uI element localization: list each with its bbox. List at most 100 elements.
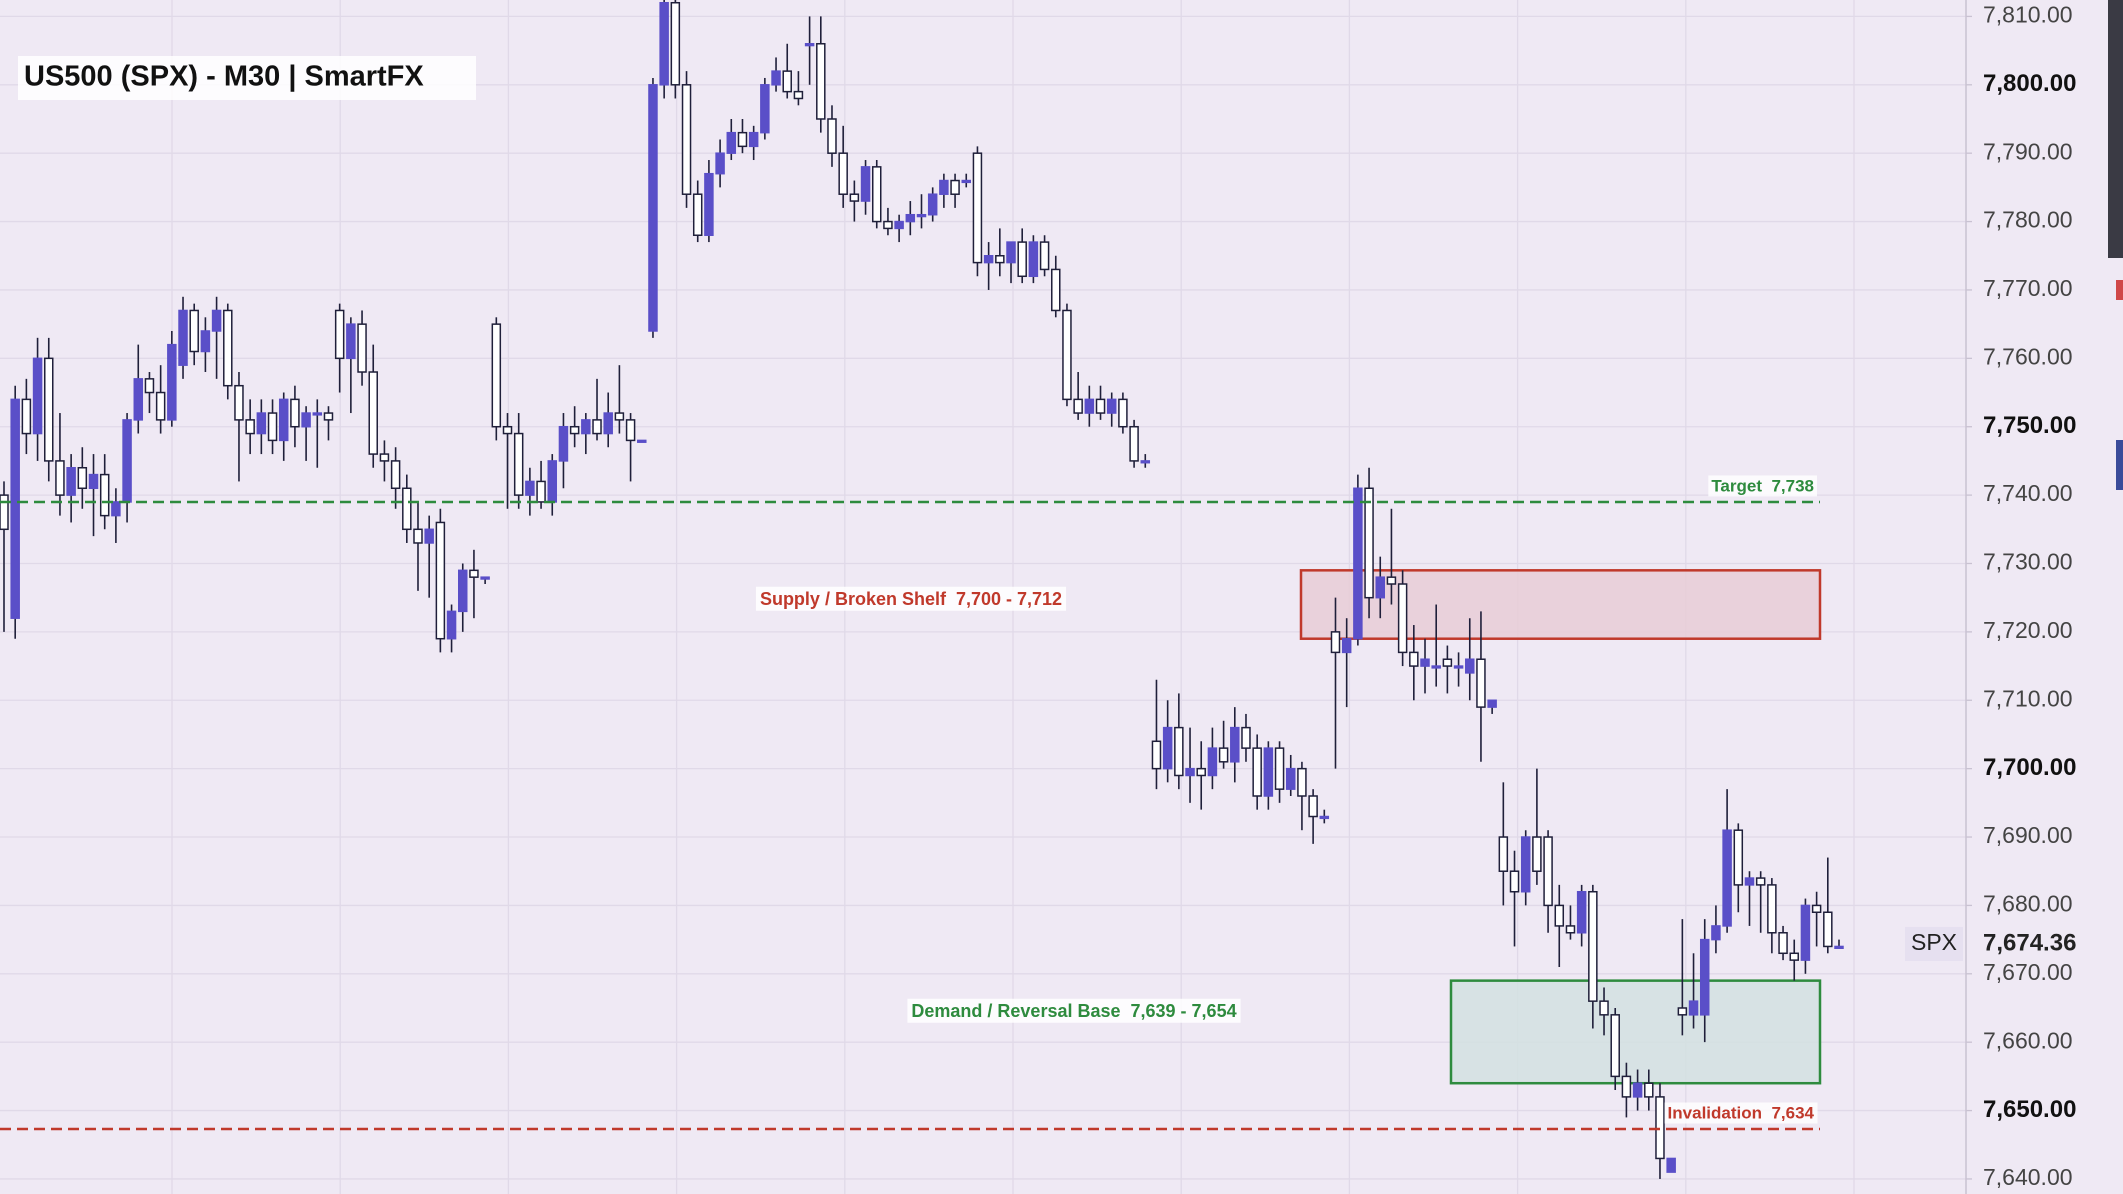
- candle-body: [1274, 747, 1285, 790]
- candle-body: [32, 357, 43, 435]
- candle-body: [1106, 398, 1117, 414]
- y-tick-label: 7,660.00: [1983, 1027, 2073, 1053]
- candle-body: [1285, 767, 1296, 790]
- zone-label-bg: [907, 998, 1241, 1023]
- candle-body: [648, 84, 658, 332]
- candle-body: [189, 309, 199, 353]
- candle-body: [704, 172, 714, 236]
- candle-body: [323, 412, 334, 421]
- candle-body: [167, 343, 177, 421]
- candle-body: [995, 255, 1005, 264]
- candle-body: [99, 473, 110, 517]
- zone: [1449, 979, 1822, 1085]
- candle-body: [726, 131, 737, 154]
- candle-body: [1095, 398, 1106, 414]
- candle-body: [1453, 665, 1464, 669]
- candle-body: [491, 323, 502, 428]
- candle-body: [1811, 904, 1822, 914]
- y-tick-label: 7,750.00: [1983, 412, 2076, 439]
- last-price-label: 7,674.36: [1983, 929, 2076, 956]
- y-tick-label: 7,690.00: [1983, 822, 2073, 848]
- y-tick-label: 7,790.00: [1983, 138, 2073, 164]
- y-tick-label: 7,810.00: [1983, 1, 2073, 27]
- y-tick-label: 7,670.00: [1983, 959, 2073, 985]
- candle-body: [1028, 241, 1039, 278]
- candle-body: [1823, 911, 1833, 948]
- candle-body: [1118, 398, 1128, 428]
- candle-body: [200, 330, 211, 353]
- y-tick-label: 7,680.00: [1983, 890, 2073, 916]
- candle-body: [301, 412, 311, 428]
- candle-body: [1230, 726, 1240, 763]
- candle-body: [55, 460, 65, 496]
- candle-body: [1084, 398, 1095, 414]
- candle-body: [379, 453, 390, 462]
- candle-body: [614, 412, 625, 421]
- candle-body: [748, 131, 759, 148]
- candle-body: [916, 213, 927, 218]
- candle-body: [1386, 576, 1397, 585]
- candle-body: [1789, 952, 1799, 961]
- candle-body: [1722, 829, 1732, 927]
- candle-body: [133, 378, 144, 421]
- candle-body: [144, 378, 155, 394]
- candle-body: [1688, 1000, 1699, 1016]
- candle-body: [961, 179, 972, 184]
- candle-body: [1207, 747, 1218, 777]
- candle-body: [1196, 767, 1206, 777]
- levels: Target 7,738 Invalidation 7,634: [0, 475, 1820, 1131]
- candle-body: [21, 398, 32, 435]
- candle-body: [1162, 726, 1173, 770]
- candle-body: [737, 131, 748, 148]
- candle-body: [77, 467, 88, 490]
- candle-body: [1755, 877, 1766, 886]
- candle-body: [1632, 1082, 1643, 1098]
- candle-body: [10, 398, 20, 619]
- candle-body: [1151, 740, 1162, 770]
- candle-body: [1476, 658, 1486, 708]
- candle-body: [659, 1, 669, 86]
- title-box: US500 (SPX) - M30 | SmartFX: [18, 56, 476, 100]
- candle-body: [66, 467, 76, 496]
- candle-body: [569, 425, 580, 435]
- y-tick-label: 7,710.00: [1983, 685, 2073, 711]
- candle-body: [804, 43, 815, 47]
- candle-body: [211, 309, 222, 332]
- candle-body: [1711, 925, 1721, 941]
- candle-body: [637, 439, 647, 443]
- candle-body: [446, 610, 457, 640]
- candle-body: [1509, 870, 1520, 893]
- candle-body: [424, 528, 434, 544]
- candle-body: [44, 357, 54, 462]
- candle-body: [1129, 425, 1139, 462]
- candle-body: [581, 419, 591, 435]
- y-tick-label: 7,720.00: [1983, 617, 2073, 643]
- candle-body: [357, 323, 367, 373]
- candle-body: [1353, 487, 1363, 640]
- candle-body: [1487, 699, 1497, 708]
- candle-body: [0, 494, 9, 531]
- candle-body: [278, 398, 289, 442]
- candle-body: [1319, 815, 1330, 820]
- candle-body: [1341, 637, 1352, 654]
- candle-body: [1532, 836, 1542, 872]
- candle-body: [88, 473, 99, 490]
- candle-body: [1666, 1157, 1676, 1173]
- candle-body: [1073, 398, 1083, 414]
- candle-body: [1006, 241, 1016, 264]
- candle-body: [1744, 877, 1755, 886]
- candle-body: [1185, 767, 1195, 777]
- candle-body: [155, 391, 166, 421]
- candle-body: [1218, 747, 1229, 763]
- level-label-bg: [1664, 1102, 1818, 1124]
- y-tick-label: 7,650.00: [1983, 1096, 2076, 1123]
- candle-body: [1442, 658, 1453, 667]
- candles: [0, 0, 1844, 1179]
- zone-label: Supply / Broken Shelf 7,700 - 7,712: [760, 589, 1062, 609]
- candle-body: [122, 419, 132, 503]
- candle-body: [245, 419, 255, 435]
- candle-body: [715, 152, 725, 175]
- candle-body: [1241, 726, 1251, 749]
- candle-body: [1397, 583, 1408, 654]
- title-bg: [18, 56, 476, 100]
